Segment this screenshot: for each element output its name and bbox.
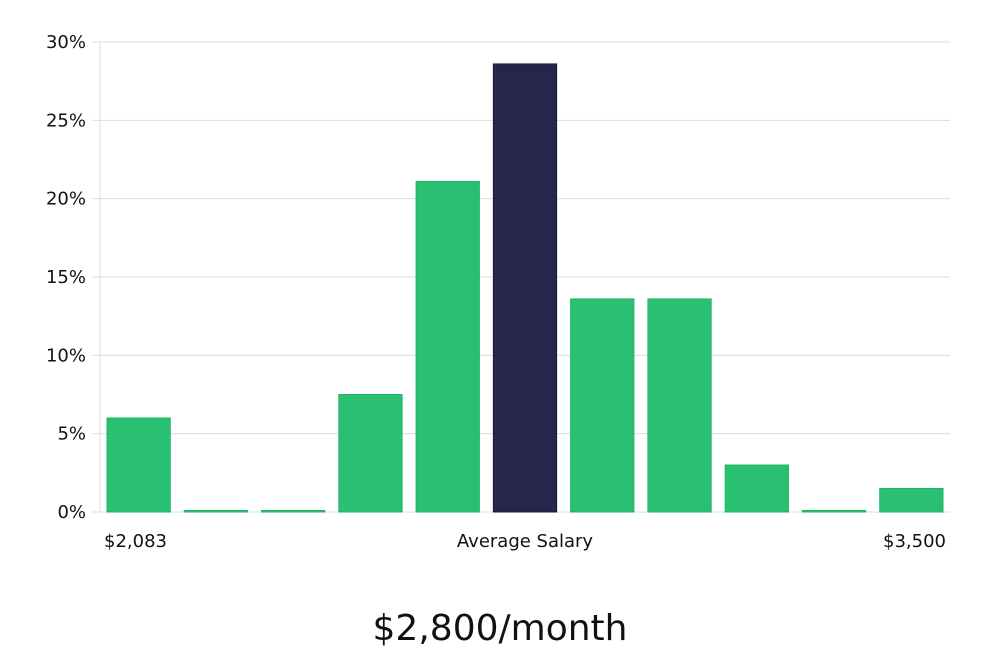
bar (261, 510, 326, 513)
bar-average (492, 63, 558, 513)
bar (801, 510, 867, 513)
bar (415, 180, 480, 513)
y-tick-label: 5% (57, 424, 86, 445)
bar (724, 464, 789, 513)
salary-distribution-chart: 0% 5% 10% 15% 20% 25% 30% $2,083 Average Salar… (46, 32, 950, 552)
bar (106, 417, 171, 513)
bar (570, 298, 635, 513)
y-tick-label: 20% (46, 189, 86, 210)
y-tick-label: 30% (46, 32, 86, 53)
bar (338, 394, 403, 513)
x-max-label: $3,500 (883, 531, 946, 552)
bar (879, 488, 944, 513)
y-tick-label: 25% (46, 110, 86, 131)
bar (647, 298, 712, 513)
bar (183, 510, 249, 513)
y-axis-ticks: 0% 5% 10% 15% 20% 25% 30% (46, 32, 100, 523)
y-tick-label: 0% (57, 502, 86, 523)
x-center-label: Average Salary (457, 531, 594, 552)
x-min-label: $2,083 (104, 531, 167, 552)
bars (106, 63, 944, 513)
y-tick-label: 15% (46, 267, 86, 288)
y-tick-label: 10% (46, 345, 86, 366)
average-salary-value: $2,800/month (372, 608, 628, 649)
